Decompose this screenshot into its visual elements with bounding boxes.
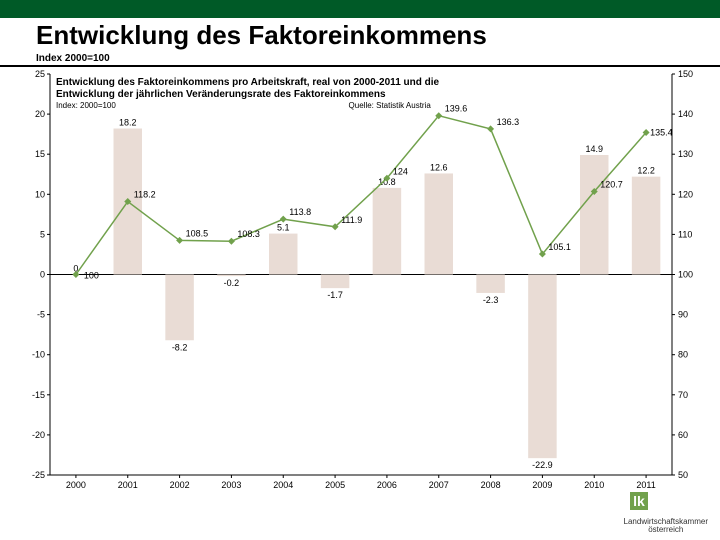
svg-text:2003: 2003 (221, 480, 241, 490)
svg-text:-2.3: -2.3 (483, 295, 499, 305)
svg-text:Quelle: Statistik Austria: Quelle: Statistik Austria (349, 101, 432, 110)
svg-text:118.2: 118.2 (134, 190, 156, 200)
svg-text:105.1: 105.1 (548, 242, 571, 252)
svg-text:Entwicklung der jährlichen Ver: Entwicklung der jährlichen Veränderungsr… (56, 89, 386, 100)
svg-text:-1.7: -1.7 (327, 290, 343, 300)
svg-text:2006: 2006 (377, 480, 397, 490)
index-marker (228, 238, 235, 245)
svg-text:60: 60 (678, 430, 688, 440)
chart-container: -25 -20 -15 -10 -5 0 5 10 15 20 25 50 60 70 80 90 100 110… (22, 70, 702, 495)
svg-text:130: 130 (678, 149, 693, 159)
svg-text:108.3: 108.3 (237, 229, 260, 239)
svg-text:Index: 2000=100: Index: 2000=100 (56, 101, 116, 110)
svg-text:2011: 2011 (636, 480, 655, 490)
bar (528, 275, 557, 459)
svg-text:2007: 2007 (429, 480, 449, 490)
svg-text:14.9: 14.9 (585, 144, 603, 154)
bar (476, 275, 505, 293)
svg-text:Entwicklung des Faktoreinkomme: Entwicklung des Faktoreinkommens pro Arb… (56, 77, 440, 88)
svg-text:5.1: 5.1 (277, 223, 290, 233)
svg-text:135.4: 135.4 (650, 128, 673, 138)
svg-text:10: 10 (35, 189, 45, 199)
svg-text:15: 15 (35, 149, 45, 159)
svg-text:124: 124 (393, 166, 408, 176)
svg-text:-8.2: -8.2 (172, 342, 188, 352)
svg-text:-20: -20 (32, 430, 45, 440)
svg-text:70: 70 (678, 390, 688, 400)
svg-text:-25: -25 (32, 470, 45, 480)
svg-text:140: 140 (678, 109, 693, 119)
title-underline (0, 65, 720, 67)
svg-text:100: 100 (678, 270, 693, 280)
svg-text:0: 0 (40, 270, 45, 280)
bar (373, 188, 402, 275)
svg-text:-15: -15 (32, 390, 45, 400)
page-title: Entwicklung des Faktoreinkommens (36, 20, 487, 51)
svg-text:2008: 2008 (481, 480, 501, 490)
svg-text:2001: 2001 (118, 480, 138, 490)
svg-text:90: 90 (678, 310, 688, 320)
svg-text:18.2: 18.2 (119, 118, 137, 128)
svg-text:-5: -5 (37, 310, 45, 320)
logo-icon: lk (624, 490, 676, 518)
svg-text:12.6: 12.6 (430, 162, 448, 172)
svg-text:80: 80 (678, 350, 688, 360)
svg-text:2005: 2005 (325, 480, 345, 490)
svg-text:2002: 2002 (170, 480, 190, 490)
svg-text:120: 120 (678, 189, 693, 199)
svg-text:-10: -10 (32, 350, 45, 360)
svg-text:lk: lk (633, 493, 645, 509)
svg-text:2010: 2010 (584, 480, 604, 490)
footer-logo: lk Landwirtschaftskammer österreich (624, 490, 708, 534)
bar (632, 177, 661, 275)
svg-text:110: 110 (678, 229, 692, 239)
svg-text:113.8: 113.8 (289, 207, 311, 217)
svg-text:111.9: 111.9 (341, 215, 362, 225)
svg-text:2000: 2000 (66, 480, 86, 490)
bar (424, 173, 453, 274)
svg-text:-22.9: -22.9 (532, 460, 553, 470)
page-subtitle: Index 2000=100 (36, 53, 110, 64)
svg-text:136.3: 136.3 (497, 117, 520, 127)
bar (217, 275, 246, 277)
bar (269, 234, 298, 275)
svg-text:25: 25 (35, 70, 45, 79)
svg-text:150: 150 (678, 70, 693, 79)
svg-text:2004: 2004 (273, 480, 293, 490)
svg-text:139.6: 139.6 (445, 104, 468, 114)
svg-text:100: 100 (84, 271, 99, 281)
bar (580, 155, 609, 274)
svg-text:120.7: 120.7 (600, 179, 623, 189)
svg-text:5: 5 (40, 229, 45, 239)
svg-text:108.5: 108.5 (186, 228, 209, 238)
svg-text:20: 20 (35, 109, 45, 119)
logo-subtext: österreich (624, 526, 708, 534)
chart-svg: -25 -20 -15 -10 -5 0 5 10 15 20 25 50 60 70 80 90 100 110… (22, 70, 702, 495)
bar (321, 275, 350, 289)
index-marker (487, 125, 494, 132)
svg-text:50: 50 (678, 470, 688, 480)
svg-text:12.2: 12.2 (637, 166, 655, 176)
bar (165, 275, 194, 341)
svg-text:2009: 2009 (532, 480, 552, 490)
svg-text:-0.2: -0.2 (224, 278, 240, 288)
header-bar (0, 0, 720, 18)
